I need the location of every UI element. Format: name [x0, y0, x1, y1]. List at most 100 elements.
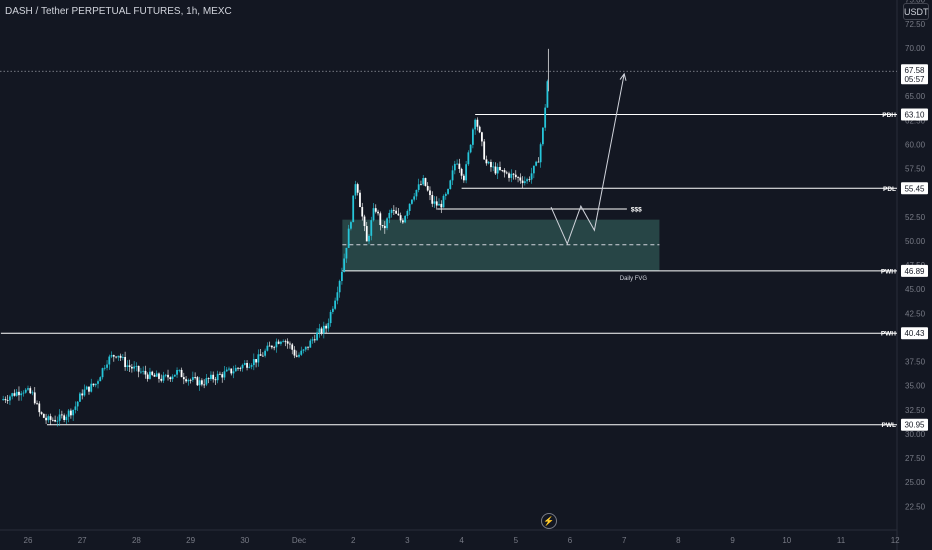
candle-body [453, 163, 456, 171]
candle-body [130, 366, 133, 369]
lightning-icon[interactable]: ⚡ [541, 513, 557, 529]
candle-body [216, 373, 219, 381]
price-label: 30.95 [904, 421, 925, 430]
candle-body [318, 328, 321, 333]
candle-body [368, 235, 370, 242]
candle-body [372, 208, 375, 221]
candle-body [4, 399, 7, 401]
candle-body [447, 188, 449, 194]
candle-body [255, 359, 257, 363]
candle-body [261, 355, 264, 357]
candle-body [514, 174, 517, 178]
candle-body [431, 195, 434, 204]
candle-body [350, 222, 352, 229]
candle-body [476, 119, 479, 127]
candle-body [363, 216, 366, 227]
candle-body [311, 339, 314, 341]
candle-body [291, 344, 294, 350]
candle-body [65, 416, 68, 420]
candle-body [406, 210, 409, 216]
time-tick-label: 4 [459, 536, 464, 545]
candle-body [22, 392, 25, 394]
candle-body [397, 213, 400, 216]
candle-body [316, 332, 318, 341]
levels-layer: PDH PDL PWH PWH PWL $$$ [0, 70, 897, 429]
candle-body [377, 211, 379, 214]
candle-body [200, 380, 203, 385]
candle-body [228, 368, 230, 370]
candle-body [221, 374, 224, 378]
candle-body [381, 225, 384, 226]
candle-body [460, 168, 463, 176]
candle-body [379, 213, 382, 226]
candle-body [126, 365, 129, 368]
candle-body [31, 392, 34, 394]
candle-body [494, 166, 497, 174]
candle-body [481, 132, 483, 142]
candle-body [386, 218, 388, 229]
candle-body [88, 386, 90, 392]
candle-body [117, 355, 120, 358]
countdown-label: 05:57 [904, 75, 925, 84]
candle-body [474, 119, 477, 130]
level-name-pdl: PDL [883, 186, 896, 193]
candle-body [304, 346, 307, 350]
candle-body [359, 192, 361, 208]
candle-body [517, 177, 519, 178]
candle-body [81, 393, 84, 396]
candle-body [29, 388, 32, 394]
price-tick-label: 42.50 [905, 309, 926, 318]
candle-body [45, 417, 47, 421]
candle-body [519, 177, 522, 181]
candle-body [483, 141, 486, 160]
candle-body [485, 159, 488, 164]
candle-body [38, 403, 41, 413]
price-tick-label: 75.00 [905, 0, 926, 5]
candle-body [356, 184, 359, 193]
candle-body [15, 391, 18, 396]
candle-body [277, 341, 280, 344]
candle-body [171, 376, 174, 380]
candle-body [230, 368, 233, 374]
time-tick-label: 5 [514, 536, 519, 545]
candle-body [248, 366, 251, 368]
candle-body [194, 377, 197, 378]
candle-body [33, 392, 36, 404]
candle-body [74, 406, 77, 410]
candle-body [289, 343, 291, 345]
candle-body [257, 354, 260, 363]
candle-body [542, 127, 544, 145]
candle-body [67, 410, 70, 417]
price-tick-label: 37.50 [905, 358, 926, 367]
candle-body [503, 170, 506, 173]
candle-body [97, 381, 99, 384]
candle-body [164, 374, 167, 376]
candle-body [341, 271, 343, 282]
candle-body [345, 247, 348, 259]
candle-body [408, 203, 411, 211]
candle-body [210, 374, 212, 379]
candle-body [478, 126, 481, 133]
candle-body [490, 161, 492, 168]
candle-body [282, 341, 285, 343]
candle-body [510, 173, 513, 178]
candle-body [135, 365, 138, 367]
candle-body [9, 396, 11, 401]
candle-body [399, 215, 402, 221]
candle-body [361, 207, 364, 217]
candle-body [420, 184, 422, 186]
level-name-pwh: PWH [881, 331, 896, 338]
price-tick-label: 35.00 [905, 382, 926, 391]
candle-body [232, 371, 235, 374]
candle-body [115, 356, 117, 358]
time-tick-label: 3 [405, 536, 410, 545]
candle-body [411, 199, 413, 204]
candle-body [422, 178, 425, 185]
candle-body [374, 208, 377, 212]
currency-button[interactable]: USDT [903, 3, 929, 20]
level-name-pwl: PWL [882, 422, 896, 429]
time-tick-label: 26 [24, 536, 33, 545]
candle-body [302, 349, 305, 351]
